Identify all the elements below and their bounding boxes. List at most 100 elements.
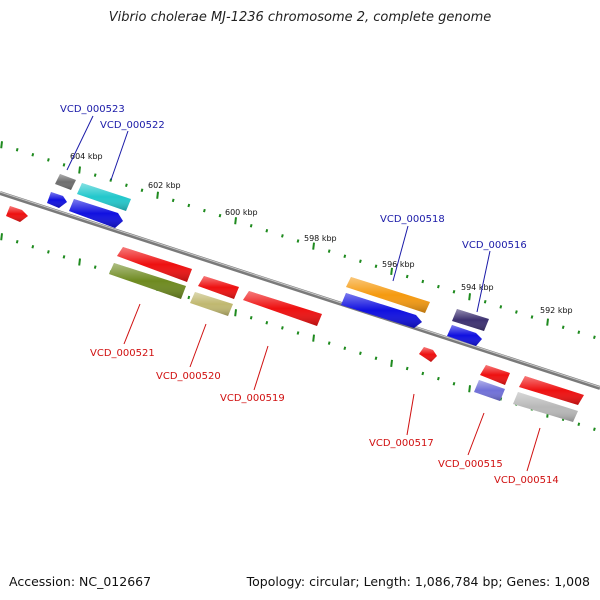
tick-track-upper bbox=[0, 141, 596, 340]
upper-track-tick bbox=[561, 325, 565, 329]
lower-track-tick bbox=[577, 422, 581, 426]
lower-track-tick bbox=[405, 366, 409, 371]
lower-track-tick bbox=[31, 245, 35, 249]
lower-track-tick bbox=[327, 341, 331, 345]
gene-label-vcd-000514[interactable]: VCD_000514 bbox=[494, 475, 559, 486]
lower-track-tick bbox=[421, 371, 425, 376]
upper-track-tick bbox=[483, 300, 487, 304]
feature-red-2-shade bbox=[198, 276, 239, 299]
lower-track-tick bbox=[452, 381, 456, 386]
gene-label-vcd-000518[interactable]: VCD_000518 bbox=[380, 214, 445, 225]
feature-lavender-shade bbox=[474, 380, 505, 401]
scale-label-596: 596 kbp bbox=[382, 260, 415, 269]
gene-labels: VCD_000523 VCD_000522 VCD_000518 VCD_000… bbox=[60, 104, 559, 486]
upper-track-tick bbox=[499, 305, 503, 309]
feature-red-left-edge-shade bbox=[6, 206, 28, 222]
lower-track-tick bbox=[468, 385, 471, 393]
upper-track-tick bbox=[78, 166, 81, 174]
tick-track-lower bbox=[0, 233, 596, 432]
upper-track-tick bbox=[171, 198, 175, 203]
feature-gray-dark-shade bbox=[55, 174, 76, 190]
upper-track-tick bbox=[312, 242, 315, 250]
gene-label-vcd-000516[interactable]: VCD_000516 bbox=[462, 240, 527, 251]
lower-track-tick bbox=[265, 321, 269, 325]
feature-red-3-shade bbox=[243, 291, 322, 326]
upper-track-tick bbox=[156, 191, 159, 199]
lower-track-tick bbox=[15, 239, 19, 244]
upper-track-tick bbox=[374, 264, 378, 269]
upper-track-tick bbox=[47, 158, 50, 162]
upper-track-tick bbox=[468, 293, 471, 301]
gene-label-vcd-000517[interactable]: VCD_000517 bbox=[369, 438, 434, 449]
upper-track-tick bbox=[125, 183, 128, 187]
connector-vcd-000519 bbox=[253, 345, 269, 391]
upper-track-tick bbox=[421, 279, 425, 284]
lower-track-tick bbox=[296, 331, 300, 335]
upper-track-tick bbox=[405, 274, 409, 279]
lower-track-tick bbox=[47, 250, 50, 254]
feature-red-5-shade bbox=[480, 365, 510, 385]
feature-red-4-shade bbox=[419, 347, 437, 362]
connector-vcd-000518 bbox=[392, 225, 409, 282]
upper-track-tick bbox=[343, 254, 347, 258]
feature-red-1-shade bbox=[117, 247, 192, 282]
feature-blue-1-shade bbox=[47, 192, 67, 208]
connector-vcd-000515 bbox=[467, 412, 485, 456]
upper-track-tick bbox=[390, 267, 393, 276]
upper-track-tick bbox=[93, 173, 97, 177]
upper-track-tick bbox=[203, 208, 206, 213]
lower-track-tick bbox=[593, 427, 596, 432]
gene-label-vcd-000521[interactable]: VCD_000521 bbox=[90, 348, 155, 359]
upper-track-tick bbox=[452, 289, 456, 294]
lower-track-tick bbox=[312, 334, 315, 342]
upper-track-tick bbox=[437, 284, 440, 289]
lower-track-tick bbox=[93, 265, 97, 269]
gene-label-vcd-000522[interactable]: VCD_000522 bbox=[100, 120, 165, 131]
upper-track-tick bbox=[265, 229, 269, 233]
upper-track-tick bbox=[593, 335, 596, 340]
scale-label-594: 594 kbp bbox=[461, 283, 494, 292]
gene-features bbox=[6, 174, 584, 422]
feature-orange-shade bbox=[346, 277, 430, 313]
upper-track-tick bbox=[327, 249, 331, 253]
lower-track-tick bbox=[390, 359, 393, 368]
upper-track-tick bbox=[0, 141, 3, 149]
connector-vcd-000521 bbox=[123, 303, 141, 345]
upper-track-tick bbox=[31, 153, 35, 157]
connector-vcd-000516 bbox=[476, 250, 491, 313]
backbone-highlight bbox=[0, 191, 600, 388]
scale-label-604: 604 kbp bbox=[70, 152, 103, 161]
upper-track-tick bbox=[359, 259, 362, 264]
lower-track-tick bbox=[62, 255, 66, 259]
lower-track-tick bbox=[359, 351, 362, 356]
connector-vcd-000522 bbox=[110, 130, 129, 181]
lower-track-tick bbox=[249, 316, 253, 320]
upper-track-tick bbox=[218, 213, 222, 218]
connector-vcd-000514 bbox=[526, 427, 541, 472]
gene-label-vcd-000519[interactable]: VCD_000519 bbox=[220, 393, 285, 404]
upper-track-tick bbox=[140, 188, 144, 193]
connector-vcd-000517 bbox=[406, 393, 415, 436]
connector-vcd-000520 bbox=[189, 323, 207, 368]
upper-track-tick bbox=[515, 310, 518, 314]
upper-track-tick bbox=[187, 203, 191, 208]
feature-cyan-shade bbox=[77, 183, 131, 211]
lower-track-tick bbox=[78, 258, 81, 266]
upper-track-tick bbox=[234, 217, 237, 225]
accession-text: Accession: NC_012667 bbox=[9, 574, 152, 589]
upper-track-tick bbox=[15, 147, 19, 152]
feature-silver-shade bbox=[513, 392, 578, 422]
gene-label-vcd-000515[interactable]: VCD_000515 bbox=[438, 459, 503, 470]
lower-track-tick bbox=[374, 356, 378, 361]
lower-track-tick bbox=[234, 309, 237, 317]
upper-track-tick bbox=[530, 315, 534, 319]
gene-label-vcd-000520[interactable]: VCD_000520 bbox=[156, 371, 221, 382]
feature-red-6-shade bbox=[519, 376, 584, 405]
lower-track-tick bbox=[187, 295, 191, 300]
feature-blue-3-shade bbox=[341, 293, 422, 328]
upper-track-tick bbox=[62, 163, 66, 167]
lower-track-tick bbox=[281, 326, 284, 330]
gene-label-vcd-000523[interactable]: VCD_000523 bbox=[60, 104, 125, 115]
feature-navy-shade bbox=[452, 309, 489, 331]
